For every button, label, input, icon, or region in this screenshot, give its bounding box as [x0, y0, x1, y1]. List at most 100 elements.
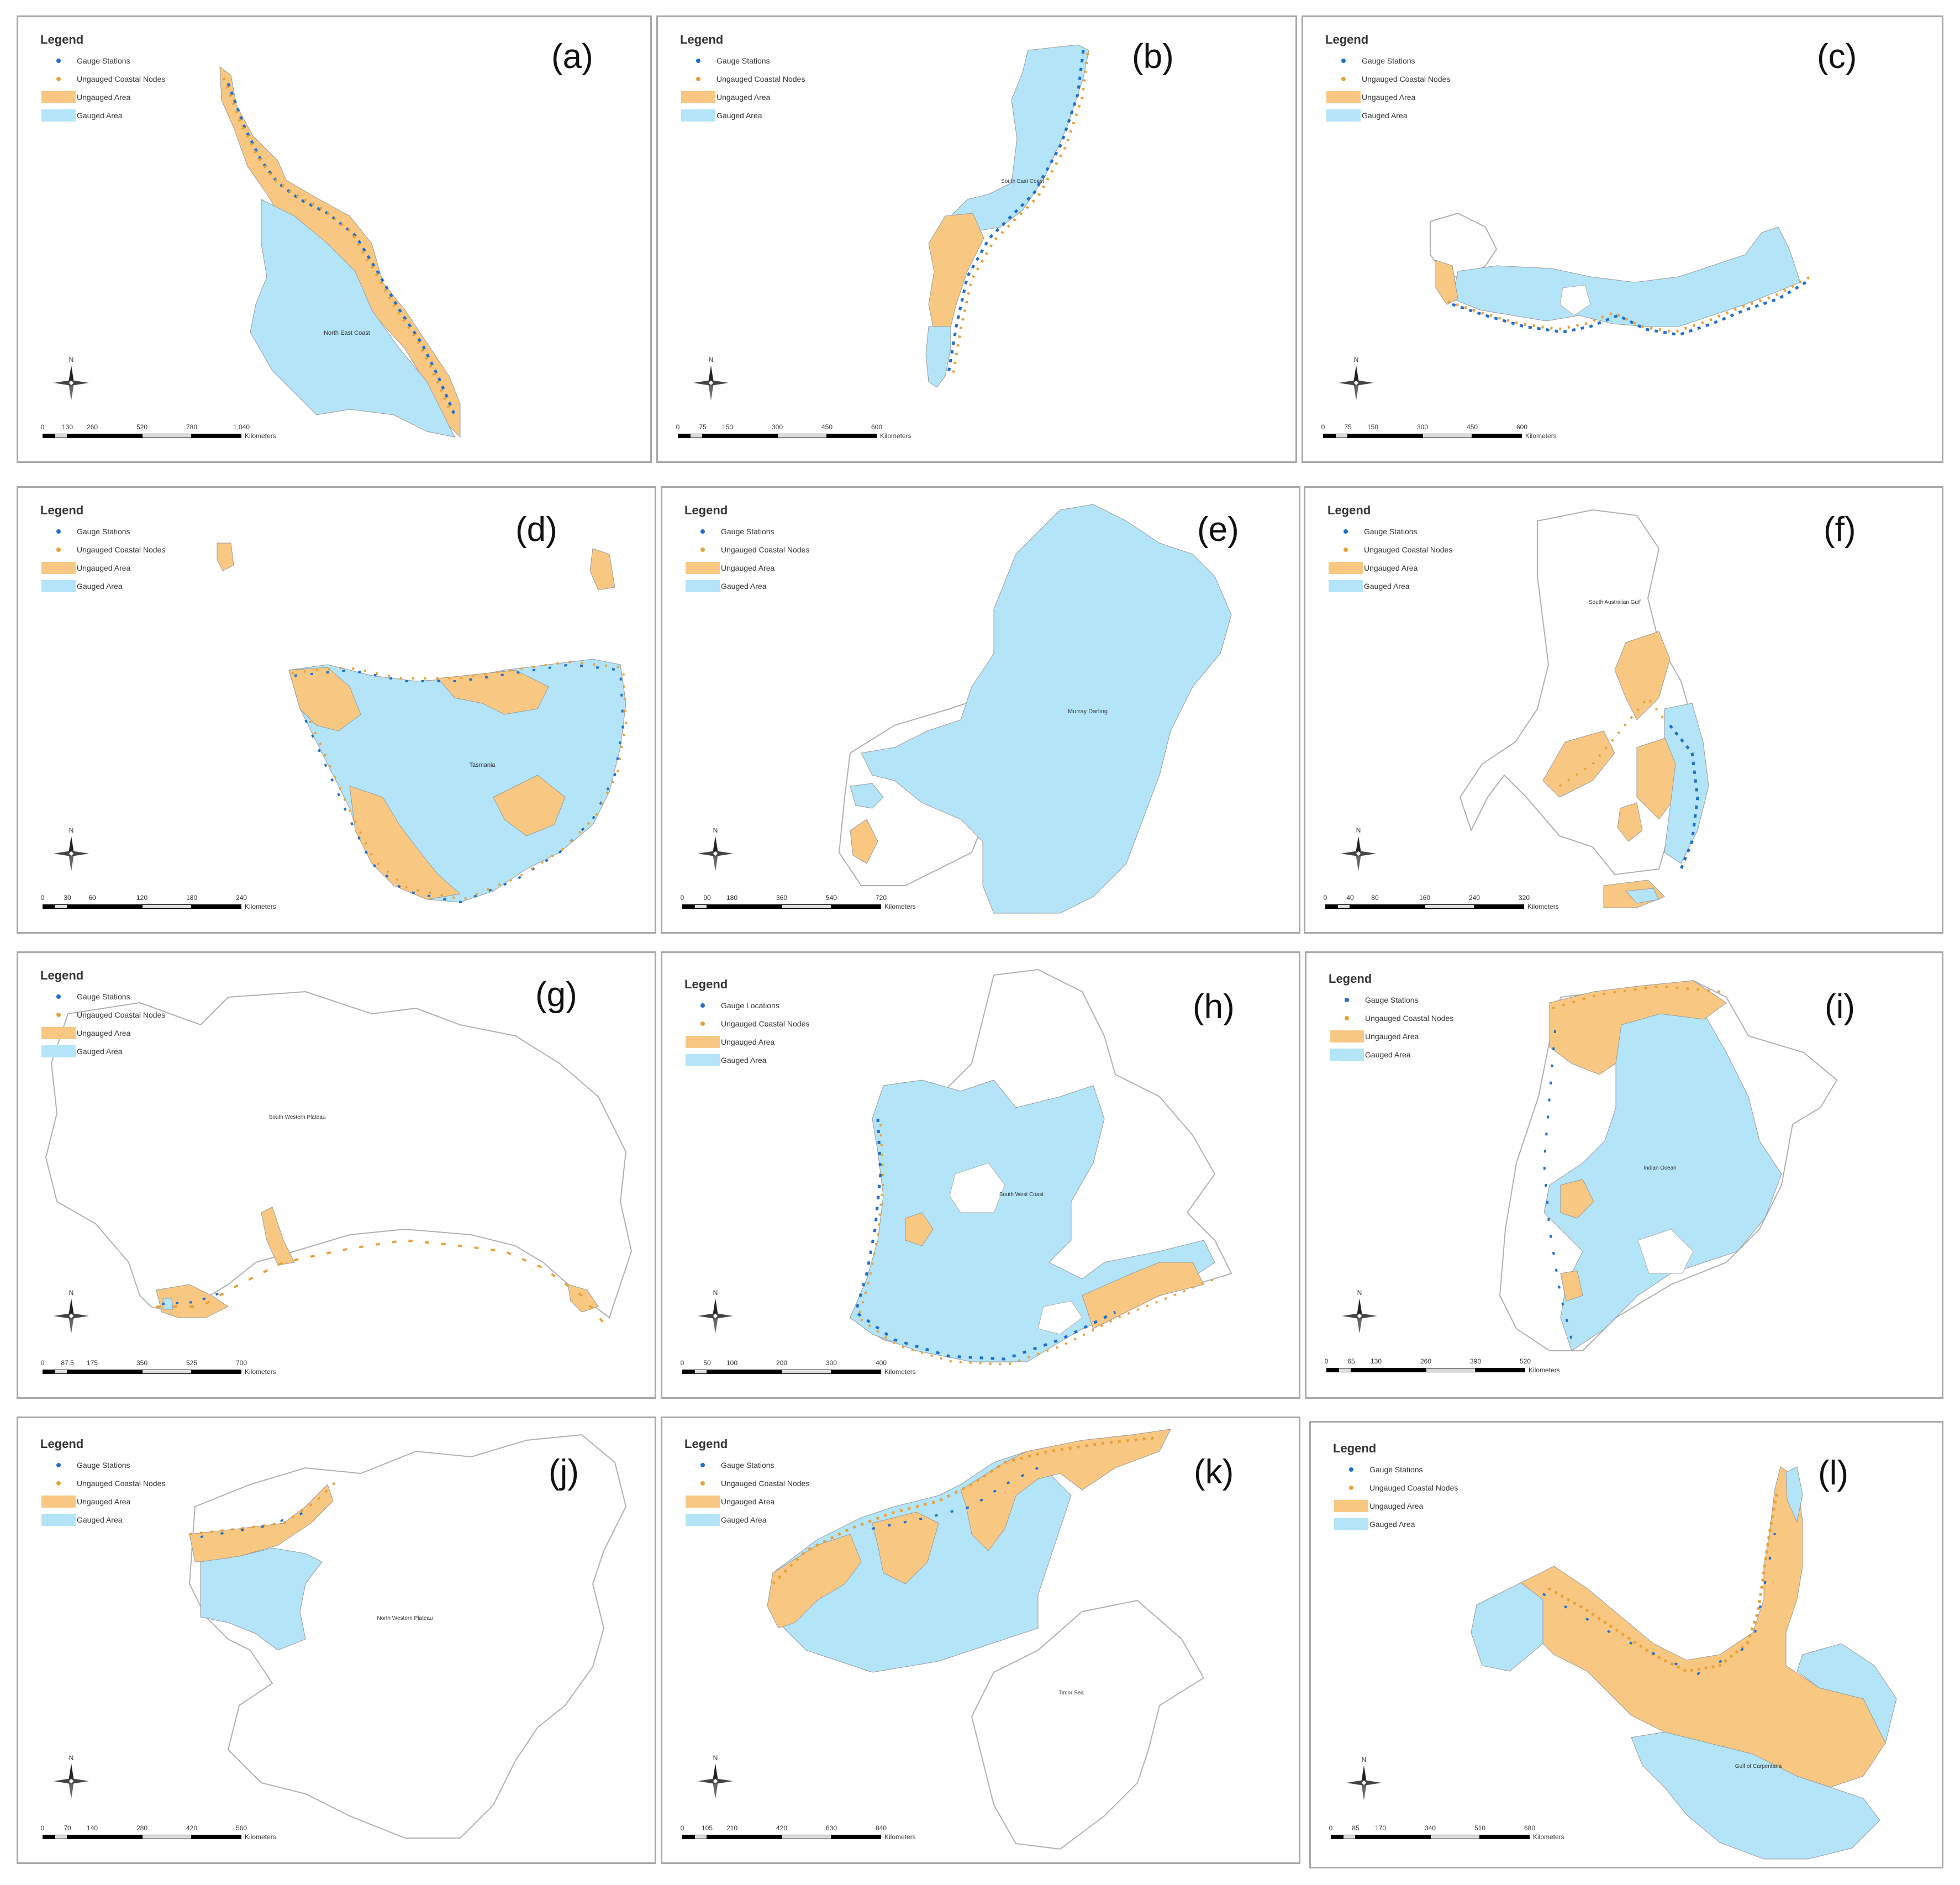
legend-item-gauged: Gauged Area: [684, 577, 809, 595]
svg-text:N: N: [713, 1289, 718, 1297]
scale-tick: 75: [1344, 423, 1352, 431]
gauge-dot-icon: [700, 529, 705, 534]
region-label: South West Coast: [999, 1192, 1044, 1198]
panel-tag: (b): [1132, 38, 1174, 76]
gauged-area: [162, 1298, 173, 1310]
legend: Legend Gauge Stations Ungauged Coastal N…: [680, 33, 805, 124]
ungauged-area-west: [288, 667, 361, 731]
gauged-area: [200, 1547, 323, 1651]
legend-label: Ungauged Coastal Nodes: [77, 74, 166, 83]
gauged-area-south: [1631, 1731, 1880, 1860]
region-label: Murray Darling: [1068, 708, 1108, 715]
legend-item-ungauged: Ungauged Area: [1333, 1497, 1458, 1515]
gauged-patch-icon: [1326, 109, 1361, 122]
legend-label: Ungauged Coastal Nodes: [1369, 1483, 1458, 1492]
legend-item-ungauged: Ungauged Area: [1327, 559, 1452, 577]
node-dot-icon: [700, 547, 705, 552]
scale-tick: 240: [1468, 894, 1480, 902]
scale-tick: 450: [821, 423, 833, 431]
legend-item-gauge: Gauge Locations: [684, 996, 809, 1014]
scale-tick: 85: [1352, 1824, 1360, 1832]
panel-tag: (k): [1194, 1453, 1234, 1491]
scale-tick: 0: [1323, 894, 1327, 902]
legend-label: Ungauged Area: [721, 563, 775, 572]
map-k: Timor Sea: [767, 1429, 1205, 1850]
scale-tick: 60: [88, 894, 96, 902]
legend: Legend Gauge Stations Ungauged Coastal N…: [40, 33, 165, 124]
gauge-dot-icon: [700, 1003, 705, 1008]
island-ungauged-ne: [589, 548, 615, 591]
ungauged-area: [928, 213, 984, 333]
panel-tag: (g): [535, 976, 577, 1014]
scale-tick: 130: [1370, 1357, 1382, 1365]
legend-label: Ungauged Coastal Nodes: [721, 1478, 810, 1488]
gauged-hole-1: [949, 1162, 1005, 1213]
legend-label: Gauged Area: [77, 110, 123, 120]
coast-nodes: [951, 52, 1089, 380]
panel-l: Gulf of Carpentaria (l) Legend Gauge Sta…: [1309, 1421, 1943, 1868]
scale-tick: 350: [136, 1359, 148, 1367]
legend-title: Legend: [684, 977, 728, 991]
legend-item-nodes: Ungauged Coastal Nodes: [1327, 540, 1452, 559]
ungauged-patch-icon: [1326, 91, 1361, 103]
panel-d: Tasmania (d) Legend Gauge Stations Ungau…: [17, 486, 656, 934]
legend: Legend Gauge Locations Ungauged Coastal …: [684, 977, 809, 1069]
scale-tick: 420: [776, 1824, 788, 1832]
legend: Legend Gauge Stations Ungauged Coastal N…: [40, 968, 165, 1060]
scale-tick: 420: [186, 1824, 198, 1832]
svg-text:N: N: [1357, 1289, 1362, 1297]
legend-label: Gauge Stations: [1364, 526, 1418, 536]
legend-label: Gauge Stations: [721, 526, 774, 536]
region-label: Indian Ocean: [1643, 1165, 1677, 1171]
scale-tick: 320: [1518, 894, 1530, 902]
scale-tick: 0: [676, 423, 680, 431]
coast-nodes: [291, 660, 628, 901]
legend-item-nodes: Ungauged Coastal Nodes: [40, 540, 165, 559]
region-label: North Western Plateau: [377, 1615, 433, 1621]
scale-tick: 400: [875, 1359, 887, 1367]
legend-label: Gauge Stations: [77, 526, 130, 536]
island-gauged: [1625, 888, 1659, 904]
legend-item-nodes: Ungauged Coastal Nodes: [40, 1005, 165, 1024]
legend-item-ungauged: Ungauged Area: [1325, 88, 1450, 106]
panel-g: South Western Plateau (g) Legend Gauge S…: [17, 951, 656, 1399]
legend-label: Ungauged Area: [77, 92, 131, 102]
panel-tag: (a): [551, 38, 593, 76]
panel-f: South Australian Gulf (f) Legend Gauge S…: [1304, 486, 1943, 934]
svg-text:N: N: [1356, 826, 1361, 834]
legend-item-ungauged: Ungauged Area: [684, 1492, 809, 1510]
panel-tag: (i): [1825, 988, 1856, 1026]
legend-item-ungauged: Ungauged Area: [684, 1033, 809, 1051]
panel-tag: (c): [1817, 38, 1857, 76]
node-dot-icon: [1345, 1015, 1349, 1020]
svg-text:N: N: [713, 826, 718, 834]
legend-item-gauged: Gauged Area: [1327, 577, 1452, 595]
gauge-dot-icon: [1349, 1467, 1353, 1472]
ungauged-area: [219, 66, 461, 438]
gauged-patch-icon: [41, 1045, 76, 1057]
scale-tick: 0: [680, 1824, 684, 1832]
svg-text:N: N: [1362, 1756, 1367, 1763]
scale-bar: 0 90 180 360 540 720 Kilometers: [681, 894, 916, 910]
scale-tick: 600: [871, 423, 883, 431]
gauged-patch-icon: [41, 109, 76, 122]
panel-c: (c) Legend Gauge Stations Ungauged Coast…: [1302, 15, 1943, 463]
legend-item-ungauged: Ungauged Area: [40, 559, 165, 577]
legend-label: Gauge Stations: [1362, 56, 1415, 65]
gauged-area: [250, 199, 455, 438]
legend-item-gauge: Gauge Stations: [684, 522, 809, 540]
legend-label: Gauge Locations: [721, 1001, 779, 1010]
legend-item-gauged: Gauged Area: [680, 106, 805, 124]
gauged-area: [1452, 227, 1801, 327]
gauged-area-east: [1796, 1643, 1897, 1744]
legend-label: Gauge Stations: [1369, 1465, 1423, 1474]
panel-h: South West Coast (h) Legend Gauge Locati…: [661, 951, 1300, 1399]
scale-bar: 0 70 140 280 420 560 Kilometers: [41, 1824, 276, 1841]
legend-item-gauge: Gauge Stations: [1333, 1460, 1458, 1478]
svg-text:N: N: [69, 356, 74, 364]
scale-tick: 0: [680, 1359, 684, 1367]
scale-tick: 520: [1519, 1357, 1531, 1365]
map-l: Gulf of Carpentaria: [1471, 1466, 1897, 1860]
map-e: Murray Darling: [838, 504, 1232, 914]
legend-label: Gauged Area: [1365, 1050, 1411, 1059]
